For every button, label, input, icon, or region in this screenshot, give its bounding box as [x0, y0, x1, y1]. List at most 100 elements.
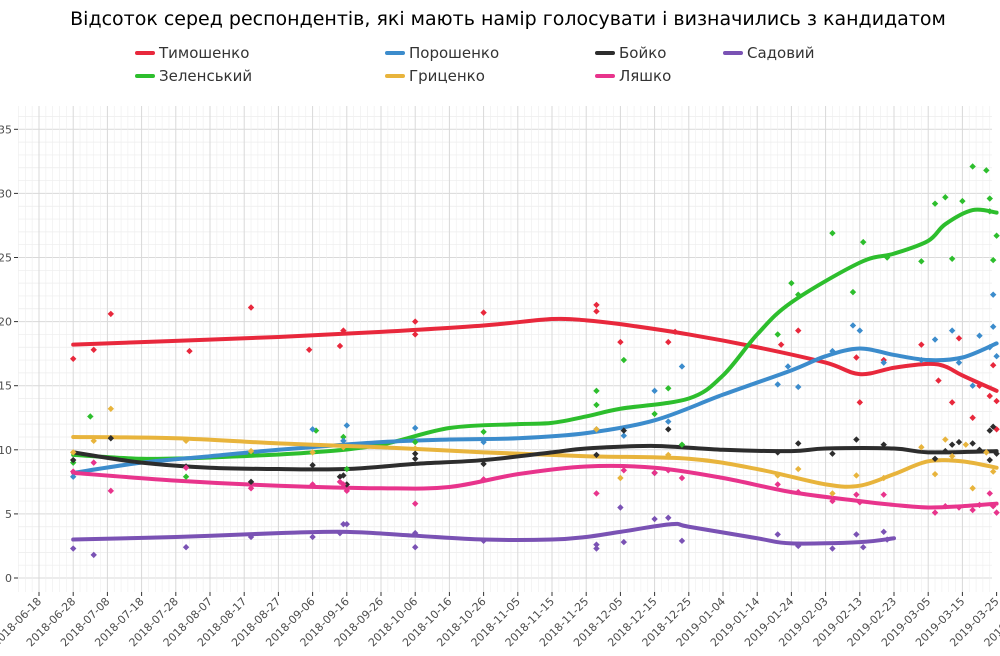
data-point	[309, 449, 316, 456]
chart-title: Відсоток серед респондентів, які мають н…	[70, 8, 946, 30]
data-point	[336, 529, 344, 537]
data-point	[989, 423, 997, 430]
data-point	[829, 497, 836, 505]
data-point	[955, 504, 963, 511]
data-point	[856, 399, 863, 406]
data-point	[182, 473, 190, 480]
data-point	[90, 459, 97, 466]
series-points-5	[70, 459, 1000, 516]
data-point	[651, 469, 658, 477]
data-point	[343, 487, 350, 495]
data-point	[620, 538, 628, 546]
data-point	[993, 450, 1000, 457]
y-tick-label: 30	[0, 187, 12, 200]
data-point	[70, 456, 77, 464]
data-point	[247, 304, 255, 311]
data-point	[343, 520, 350, 528]
data-point	[853, 472, 860, 479]
data-point	[989, 256, 997, 264]
data-point	[340, 481, 347, 488]
data-point	[856, 499, 863, 506]
series-points-0	[70, 301, 1000, 433]
data-point	[959, 197, 966, 205]
data-point	[678, 474, 686, 482]
data-point	[107, 310, 115, 318]
data-point	[942, 194, 949, 201]
series-points-1	[70, 163, 1000, 480]
data-point	[969, 382, 976, 389]
data-point	[87, 413, 94, 420]
data-point	[678, 441, 686, 448]
data-point	[247, 533, 255, 541]
series-points-6	[70, 504, 891, 559]
data-point	[309, 533, 316, 541]
data-point	[986, 392, 993, 400]
data-point	[948, 453, 956, 460]
data-point	[70, 355, 77, 362]
grid	[18, 106, 992, 592]
data-point	[883, 254, 891, 261]
data-point	[860, 544, 867, 551]
data-point	[829, 229, 836, 237]
data-point	[651, 387, 658, 395]
data-point	[986, 490, 993, 497]
legend-item: Порошенко	[385, 44, 499, 62]
trend-line-5	[71, 463, 999, 510]
legend-label: Ляшко	[619, 67, 671, 85]
data-point	[829, 490, 836, 497]
data-point	[976, 446, 983, 453]
data-point	[412, 318, 419, 325]
series-points-4	[70, 423, 1000, 488]
data-point	[942, 503, 949, 510]
data-point	[620, 427, 628, 434]
data-point	[593, 387, 600, 395]
trend-line-0	[71, 316, 999, 393]
data-point	[829, 545, 836, 552]
data-point	[856, 327, 863, 334]
data-point	[955, 335, 963, 342]
data-point	[412, 331, 419, 338]
data-point	[412, 424, 419, 432]
data-point	[795, 465, 802, 473]
data-point	[480, 476, 487, 483]
data-point	[931, 470, 939, 478]
data-point	[593, 451, 600, 459]
data-point	[918, 341, 925, 348]
data-point	[70, 545, 77, 552]
data-point	[955, 438, 963, 446]
data-point	[593, 426, 600, 433]
data-point	[860, 238, 867, 246]
legend-item: Садовий	[723, 44, 815, 62]
data-point	[829, 450, 836, 457]
data-point	[774, 472, 781, 479]
legend-label: Зеленський	[159, 67, 252, 85]
data-point	[989, 323, 997, 330]
data-point	[665, 514, 672, 521]
data-point	[665, 338, 672, 346]
data-point	[795, 542, 802, 550]
data-point	[480, 537, 487, 545]
data-point	[412, 455, 419, 462]
y-tick-label: 15	[0, 380, 12, 393]
data-point	[948, 399, 956, 406]
data-point	[90, 551, 97, 559]
data-point	[678, 537, 686, 545]
data-point	[969, 163, 976, 170]
data-point	[774, 481, 781, 488]
data-point	[993, 509, 1000, 516]
data-point	[948, 255, 956, 262]
data-point	[340, 433, 347, 441]
data-point	[182, 464, 190, 471]
data-point	[931, 509, 939, 516]
data-point	[880, 491, 887, 498]
data-point	[829, 347, 836, 355]
data-point	[989, 468, 997, 475]
data-point	[962, 441, 970, 448]
data-point	[883, 536, 891, 543]
data-point	[90, 437, 97, 445]
series-points-3	[70, 405, 997, 497]
data-point	[880, 359, 887, 366]
data-point	[480, 428, 487, 436]
